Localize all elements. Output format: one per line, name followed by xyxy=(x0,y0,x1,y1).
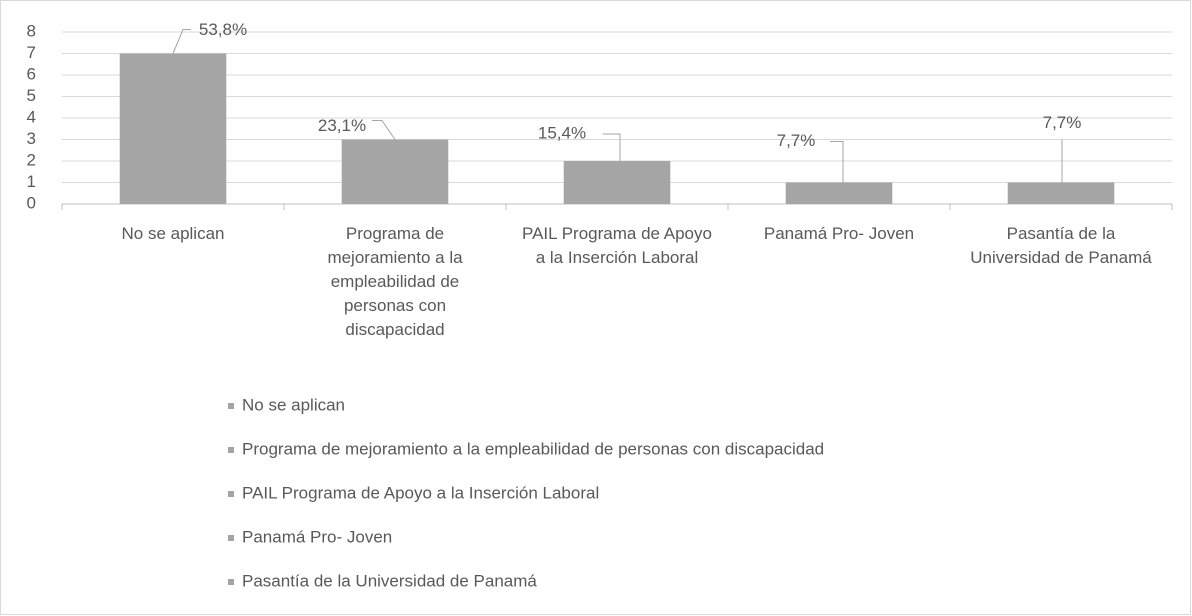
data-label: 7,7% xyxy=(1043,113,1082,132)
legend-marker xyxy=(228,447,234,453)
legend-marker xyxy=(228,403,234,409)
leader-line xyxy=(172,29,191,54)
bar xyxy=(1007,182,1115,204)
data-label: 15,4% xyxy=(538,123,586,142)
y-tick-label: 4 xyxy=(27,107,36,126)
bar xyxy=(563,161,671,204)
x-tick-label-box: PAIL Programa de Apoyo a la Inserción La… xyxy=(522,224,712,267)
bar xyxy=(119,53,227,204)
x-tick-label: No se aplican xyxy=(121,224,225,243)
bar xyxy=(785,182,893,204)
leader-line xyxy=(830,141,844,183)
x-tick-label: Panamá Pro- Joven xyxy=(763,224,915,243)
x-tick-label-box: Programa de mejoramiento a la empleabili… xyxy=(327,224,463,339)
x-tick-label: Programa de mejoramiento a la empleabili… xyxy=(327,224,463,339)
y-tick-label: 3 xyxy=(27,129,36,148)
legend-marker xyxy=(228,491,234,497)
leader-line xyxy=(603,133,621,161)
y-tick-label: 0 xyxy=(27,193,36,212)
legend-label: No se aplican xyxy=(242,395,345,414)
y-tick-label: 2 xyxy=(27,150,36,169)
x-tick-label-box: No se aplican xyxy=(121,224,225,243)
data-label: 53,8% xyxy=(199,20,247,39)
bar xyxy=(341,139,449,204)
x-tick-label: PAIL Programa de Apoyo a la Inserción La… xyxy=(522,224,712,267)
x-tick-label: Pasantía de la Universidad de Panamá xyxy=(970,224,1152,267)
y-tick-label: 1 xyxy=(27,172,36,191)
y-tick-label: 6 xyxy=(27,64,36,83)
y-tick-label: 5 xyxy=(27,86,36,105)
legend-label: Programa de mejoramiento a la empleabili… xyxy=(242,439,824,458)
x-tick-label-box: Pasantía de la Universidad de Panamá xyxy=(970,224,1152,267)
legend-label: Panamá Pro- Joven xyxy=(242,527,392,546)
leader-line xyxy=(372,120,396,140)
y-tick-label: 7 xyxy=(27,43,36,62)
x-tick-label-box: Panamá Pro- Joven xyxy=(763,224,915,243)
legend-label: PAIL Programa de Apoyo a la Inserción La… xyxy=(242,483,599,502)
legend-marker xyxy=(228,535,234,541)
data-label: 23,1% xyxy=(318,116,366,135)
y-tick-label: 8 xyxy=(27,21,36,40)
legend-label: Pasantía de la Universidad de Panamá xyxy=(242,571,537,590)
data-label: 7,7% xyxy=(777,131,816,150)
legend-marker xyxy=(228,579,234,585)
